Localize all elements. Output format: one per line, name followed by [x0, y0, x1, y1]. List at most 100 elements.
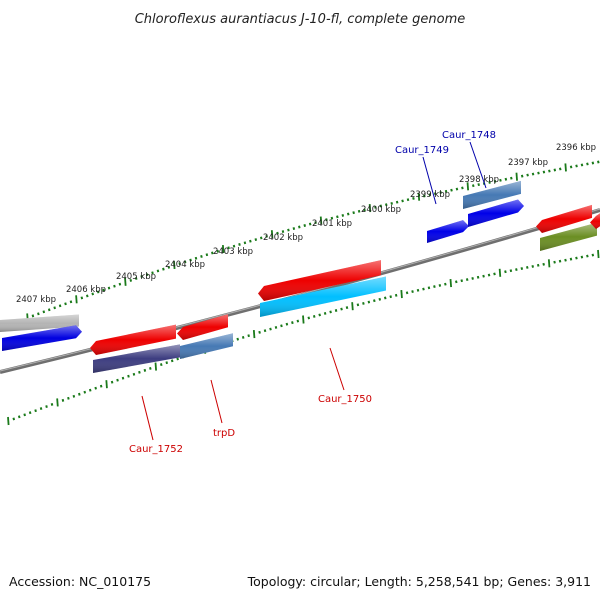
- gene-feature-olive[interactable]: [540, 222, 597, 251]
- label-caur-1749[interactable]: Caur_1749: [395, 145, 449, 205]
- minor-tick: [308, 222, 312, 226]
- minor-tick: [238, 243, 241, 246]
- gene-feature-red[interactable]: [90, 324, 176, 355]
- minor-tick: [493, 179, 497, 183]
- label-caur-1748[interactable]: Caur_1748: [442, 130, 496, 189]
- major-tick: [7, 416, 10, 426]
- gene-feature-red-long[interactable]: [258, 260, 381, 301]
- minor-tick: [140, 275, 143, 279]
- map-title: Chloroflexus aurantiacus J-10-fl, comple…: [135, 12, 466, 27]
- label-connector: [210, 379, 223, 424]
- minor-tick: [31, 314, 35, 318]
- minor-tick: [307, 316, 311, 320]
- minor-tick: [143, 368, 147, 372]
- ruler-labels: 2407 kbp 2406 kbp 2405 kbp 2404 kbp 2403 kbp…: [16, 143, 596, 305]
- minor-tick: [91, 292, 94, 296]
- gene-shading: [0, 314, 79, 332]
- minor-tick: [285, 322, 289, 326]
- genome-backbone-highlight: [0, 208, 600, 372]
- minor-tick: [243, 241, 247, 245]
- minor-tick: [28, 411, 32, 415]
- major-tick: [75, 295, 78, 304]
- minor-tick: [390, 201, 393, 205]
- minor-tick: [395, 200, 399, 204]
- major-tick: [400, 290, 403, 299]
- minor-tick: [378, 297, 382, 301]
- minor-tick: [227, 246, 230, 250]
- minor-tick: [433, 285, 436, 289]
- minor-tick: [345, 306, 349, 310]
- label-caur-1750[interactable]: Caur_1750: [318, 347, 372, 405]
- major-tick: [597, 249, 600, 259]
- minor-tick: [12, 417, 16, 421]
- minor-tick: [80, 296, 84, 300]
- outer-ruler: [0, 160, 600, 330]
- gene-shading: [90, 324, 176, 355]
- minor-tick: [515, 268, 518, 272]
- minor-tick: [428, 193, 432, 197]
- minor-tick: [438, 283, 442, 287]
- ruler-tick-label: 2402 kbp: [263, 233, 303, 243]
- minor-tick: [471, 184, 475, 188]
- minor-tick: [205, 253, 209, 257]
- gene-feature-caur-1750[interactable]: [260, 276, 386, 317]
- gene-feature-red[interactable]: [177, 314, 228, 340]
- minor-tick: [330, 216, 334, 220]
- gene-label-caur-1748: Caur_1748: [442, 130, 496, 141]
- minor-tick: [510, 176, 513, 180]
- ruler-tick-label: 2406 kbp: [66, 285, 106, 295]
- minor-tick: [383, 296, 387, 300]
- minor-tick: [236, 337, 240, 341]
- minor-tick: [78, 392, 81, 396]
- minor-tick: [444, 189, 448, 193]
- minor-tick: [134, 277, 138, 280]
- minor-tick: [597, 160, 600, 164]
- minor-tick: [405, 291, 409, 295]
- minor-tick: [531, 264, 535, 268]
- major-tick: [466, 182, 470, 191]
- genome-summary-text: Topology: circular; Length: 5,258,541 bp…: [247, 574, 591, 589]
- minor-tick: [450, 188, 453, 192]
- gene-shading: [260, 276, 386, 317]
- gene-shading: [258, 260, 381, 301]
- minor-tick: [352, 211, 355, 215]
- gene-feature-blue[interactable]: [2, 325, 82, 351]
- minor-tick: [129, 278, 133, 282]
- minor-tick: [265, 234, 268, 238]
- minor-tick: [47, 308, 51, 312]
- minor-tick: [183, 260, 187, 264]
- minor-tick: [454, 280, 458, 284]
- ruler-tick-label: 2396 kbp: [556, 143, 596, 153]
- gene-feature-caur-1752[interactable]: [93, 344, 180, 373]
- ruler-tick-label: 2398 kbp: [459, 175, 499, 185]
- gene-feature-trpd[interactable]: [180, 333, 233, 359]
- gene-shading: [590, 213, 600, 229]
- minor-tick: [110, 380, 114, 384]
- gene-feature-caur-1748[interactable]: [463, 180, 521, 209]
- gene-feature-red[interactable]: [536, 204, 592, 233]
- minor-tick: [216, 249, 220, 253]
- minor-tick: [138, 370, 141, 374]
- gene-shading: [180, 333, 233, 359]
- gene-feature-gray[interactable]: [0, 314, 79, 332]
- minor-tick: [121, 376, 125, 380]
- gene-feature-caur-1749[interactable]: [427, 220, 469, 243]
- minor-tick: [45, 405, 48, 408]
- gene-feature-red-edge[interactable]: [590, 213, 600, 229]
- gene-feature-blue[interactable]: [468, 199, 524, 227]
- minor-tick: [465, 278, 469, 281]
- label-trpd[interactable]: trpD: [210, 379, 235, 439]
- minor-tick: [558, 167, 562, 171]
- ruler-tick-label: 2407 kbp: [16, 295, 56, 305]
- minor-tick: [520, 174, 524, 178]
- label-caur-1752[interactable]: Caur_1752: [129, 395, 183, 455]
- minor-tick: [88, 388, 92, 392]
- major-tick: [319, 216, 323, 225]
- minor-tick: [580, 255, 584, 259]
- minor-tick: [542, 170, 546, 174]
- minor-tick: [340, 307, 343, 311]
- major-tick: [368, 204, 372, 213]
- minor-tick: [460, 279, 463, 283]
- minor-tick: [194, 256, 198, 260]
- minor-tick: [259, 236, 263, 240]
